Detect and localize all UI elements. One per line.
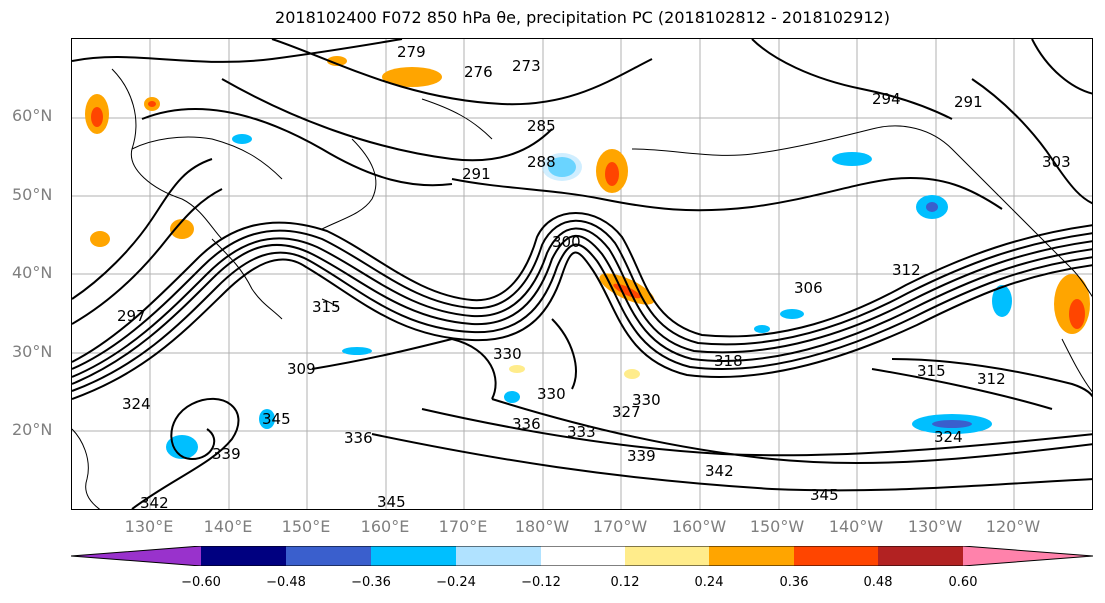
- contour-label: 342: [140, 494, 169, 510]
- contour-label: 315: [312, 298, 341, 316]
- colorbar-segment: [625, 546, 709, 566]
- colorbar-segment: [371, 546, 456, 566]
- contour-label: 309: [287, 360, 316, 378]
- colorbar-tick: −0.12: [521, 575, 561, 590]
- lon-label: 180°W: [514, 517, 570, 536]
- lon-label: 170°W: [592, 517, 648, 536]
- colorbar-extend-high: [963, 546, 1093, 566]
- colorbar: [71, 546, 1093, 566]
- contour-label: 288: [527, 153, 556, 171]
- colorbar-tick: −0.48: [266, 575, 306, 590]
- colorbar-segment: [541, 546, 625, 566]
- contour-label: 324: [122, 395, 151, 413]
- contour-label: 345: [377, 493, 406, 510]
- colorbar-segment: [456, 546, 541, 566]
- contour-label: 306: [794, 279, 823, 297]
- contour-label: 273: [512, 57, 541, 75]
- lon-label: 120°W: [985, 517, 1041, 536]
- colorbar-segment: [709, 546, 794, 566]
- contour-label: 336: [344, 429, 373, 447]
- colorbar-segment: [286, 546, 371, 566]
- contour-label: 345: [262, 410, 291, 428]
- colorbar-tick: −0.60: [181, 575, 221, 590]
- lon-label: 130°W: [907, 517, 963, 536]
- contour-label: 345: [810, 486, 839, 504]
- map-panel: 279 276 273 285 291 288 294 291 300 306 …: [71, 38, 1093, 510]
- lon-label: 130°E: [124, 517, 174, 536]
- lon-label: 170°E: [438, 517, 488, 536]
- contour-label: 330: [493, 345, 522, 363]
- contour-label: 315: [917, 362, 946, 380]
- contour-label: 279: [397, 43, 426, 61]
- contour-label: 330: [537, 385, 566, 403]
- contour-label: 318: [714, 352, 743, 370]
- colorbar-segment: [201, 546, 286, 566]
- contour-label: 291: [462, 165, 491, 183]
- lat-label: 60°N: [12, 106, 53, 125]
- contour-label: 342: [705, 462, 734, 480]
- contour-label: 333: [567, 423, 596, 441]
- contour-label: 327: [612, 403, 641, 421]
- contour-label: 324: [934, 428, 963, 446]
- colorbar-tick: 0.36: [779, 575, 809, 590]
- colorbar-tick: −0.24: [436, 575, 476, 590]
- lon-label: 150°W: [749, 517, 805, 536]
- colorbar-extend-low: [71, 546, 201, 566]
- contour-label: 336: [512, 415, 541, 433]
- colorbar-tick: 0.48: [863, 575, 893, 590]
- lon-label: 160°E: [360, 517, 410, 536]
- colorbar-tick: 0.24: [694, 575, 724, 590]
- contour-label: 276: [464, 63, 493, 81]
- contour-label: 297: [117, 307, 146, 325]
- theta-e-contours: [72, 39, 1092, 509]
- colorbar-tick: −0.36: [351, 575, 391, 590]
- map-canvas: 279 276 273 285 291 288 294 291 300 306 …: [72, 39, 1092, 510]
- lat-label: 50°N: [12, 185, 53, 204]
- contour-label: 312: [892, 261, 921, 279]
- lon-label: 140°E: [203, 517, 253, 536]
- contour-labels: 279 276 273 285 291 288 294 291 300 306 …: [117, 43, 1071, 510]
- contour-label: 291: [954, 93, 983, 111]
- contour-label: 339: [627, 447, 656, 465]
- coastlines: [72, 68, 1092, 509]
- lon-label: 140°W: [828, 517, 884, 536]
- lon-label: 150°E: [281, 517, 331, 536]
- gridlines: [72, 39, 1092, 509]
- colorbar-segment: [794, 546, 878, 566]
- colorbar-tick: 0.12: [610, 575, 640, 590]
- lat-label: 30°N: [12, 342, 53, 361]
- precip-shading: [85, 56, 1090, 459]
- contour-label: 339: [212, 445, 241, 463]
- contour-label: 300: [552, 233, 581, 251]
- contour-label: 330: [632, 391, 661, 409]
- lon-label: 160°W: [671, 517, 727, 536]
- lat-label: 40°N: [12, 263, 53, 282]
- colorbar-segment: [878, 546, 963, 566]
- contour-label: 285: [527, 117, 556, 135]
- lat-label: 20°N: [12, 420, 53, 439]
- contour-label: 312: [977, 370, 1006, 388]
- contour-label: 294: [872, 90, 901, 108]
- colorbar-tick: 0.60: [948, 575, 978, 590]
- contour-label: 303: [1042, 153, 1071, 171]
- map-title: 2018102400 F072 850 hPa θe, precipitatio…: [275, 8, 890, 27]
